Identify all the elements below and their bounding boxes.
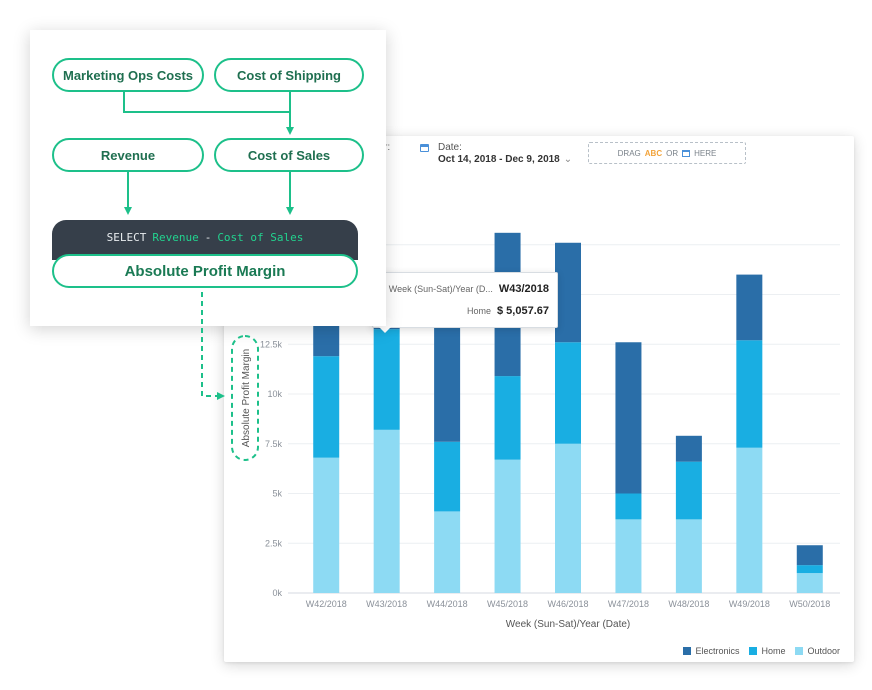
bar-outdoor-w48-2018 <box>675 519 702 593</box>
pill-absolute-profit-margin[interactable]: Absolute Profit Margin <box>52 254 358 288</box>
drag-zone-or: OR <box>666 148 679 158</box>
tooltip-row-week: Week (Sun-Sat)/Year (D... W43/2018 <box>389 283 549 295</box>
calendar-icon <box>420 144 429 152</box>
x-tick-label: W47/2018 <box>608 599 649 609</box>
bar-home-w46-2018 <box>555 342 581 444</box>
bar-outdoor-w47-2018 <box>615 519 642 593</box>
pill-marketing-ops-costs[interactable]: Marketing Ops Costs <box>52 58 204 92</box>
x-tick-label: W46/2018 <box>547 599 588 609</box>
bar-outdoor-w46-2018 <box>555 443 581 593</box>
bar-electronics-w50-2018 <box>796 545 823 566</box>
bar-home-w50-2018 <box>796 565 823 574</box>
y-axis-title: Absolute Profit Margin <box>241 349 252 447</box>
legend-swatch-home <box>749 647 758 655</box>
pill-revenue[interactable]: Revenue <box>52 138 204 172</box>
stacked-bar-chart: 0k 2.5k 5k 7.5k 10k 12.5k W42/2018 W43/2018 W44/… <box>241 232 840 630</box>
sql-right-operand: Cost of Sales <box>217 230 304 244</box>
date-range-text: Oct 14, 2018 - Dec 9, 2018 <box>438 154 560 165</box>
attribute-icon: ABC <box>644 148 663 158</box>
drag-drop-zone[interactable]: DRAG ABC OR HERE <box>588 142 746 164</box>
drag-zone-prefix: DRAG <box>617 148 641 158</box>
y-tick-label: 12.5k <box>260 339 283 349</box>
date-filter-label: Date: <box>438 142 462 153</box>
tooltip-home-value: $ 5,057.67 <box>497 305 549 317</box>
bar-outdoor-w44-2018 <box>434 511 461 593</box>
drag-zone-here: HERE <box>694 148 717 158</box>
bar-outdoor-w43-2018 <box>373 429 400 593</box>
bar-home-w42-2018 <box>313 356 340 458</box>
bar-electronics-w47-2018 <box>615 342 642 494</box>
bar-outdoor-w49-2018 <box>736 447 763 593</box>
chart-card: r: Date: Oct 14, 2018 - Dec 9, 2018 ⌄ DRA… <box>224 136 854 662</box>
tooltip-week-value: W43/2018 <box>498 283 549 295</box>
legend-item-outdoor[interactable]: Outdoor <box>795 646 840 656</box>
bar-home-w45-2018 <box>494 376 521 460</box>
y-tick-label: 10k <box>267 389 282 399</box>
bar-electronics-w49-2018 <box>736 274 763 341</box>
chart-tooltip: Week (Sun-Sat)/Year (D... W43/2018 Home $ … <box>372 272 558 333</box>
sql-keyword: SELECT <box>106 230 147 244</box>
bar-home-w48-2018 <box>675 461 702 520</box>
x-tick-label: W48/2018 <box>668 599 709 609</box>
x-tick-label: W50/2018 <box>789 599 830 609</box>
bar-outdoor-w50-2018 <box>796 573 823 593</box>
bar-home-w44-2018 <box>434 441 461 512</box>
bar-outdoor-w42-2018 <box>313 457 340 593</box>
bar-electronics-w46-2018 <box>555 242 581 343</box>
y-tick-label: 5k <box>272 489 282 499</box>
y-tick-label: 2.5k <box>265 538 283 548</box>
legend-label-outdoor: Outdoor <box>807 646 840 656</box>
bar-home-w49-2018 <box>736 340 763 448</box>
sql-expression: SELECT Revenue - Cost of Sales <box>52 220 358 260</box>
tooltip-home-label: Home <box>466 306 491 316</box>
legend-item-electronics[interactable]: Electronics <box>683 646 739 656</box>
x-tick-label: W49/2018 <box>729 599 770 609</box>
bar-outdoor-w45-2018 <box>494 459 521 593</box>
bar-electronics-w48-2018 <box>675 435 702 462</box>
sql-operator: - <box>204 230 212 244</box>
legend-swatch-outdoor <box>795 647 804 655</box>
legend-swatch-electronics <box>683 647 692 655</box>
pill-cost-of-shipping[interactable]: Cost of Shipping <box>214 58 364 92</box>
pill-cost-of-sales[interactable]: Cost of Sales <box>214 138 364 172</box>
legend-label-home: Home <box>761 646 786 656</box>
date-icon <box>682 149 691 157</box>
tooltip-week-label: Week (Sun-Sat)/Year (D... <box>388 284 493 294</box>
bar-home-w43-2018 <box>373 329 400 430</box>
date-filter-value[interactable]: Oct 14, 2018 - Dec 9, 2018 ⌄ <box>438 154 572 165</box>
bar-electronics-w44-2018 <box>434 318 461 442</box>
x-tick-label: W45/2018 <box>487 599 528 609</box>
bar-home-w47-2018 <box>615 493 642 520</box>
metric-formula-card: Marketing Ops Costs Cost of Shipping Rev… <box>30 30 386 326</box>
y-tick-label: 0k <box>272 588 282 598</box>
legend-label-electronics: Electronics <box>695 646 740 656</box>
filter-partial-label: r: <box>384 142 391 153</box>
tooltip-arrow <box>379 327 391 333</box>
x-tick-label: W42/2018 <box>306 599 347 609</box>
sql-left-operand: Revenue <box>152 230 199 244</box>
tooltip-row-home: Home $ 5,057.67 <box>467 305 549 317</box>
chevron-down-icon: ⌄ <box>563 154 573 165</box>
x-tick-label: W43/2018 <box>366 599 407 609</box>
x-tick-label: W44/2018 <box>427 599 468 609</box>
chart-legend: Electronics Home Outdoor <box>683 646 840 656</box>
legend-item-home[interactable]: Home <box>749 646 785 656</box>
x-axis-title: Week (Sun-Sat)/Year (Date) <box>506 619 631 630</box>
y-tick-label: 7.5k <box>265 439 283 449</box>
